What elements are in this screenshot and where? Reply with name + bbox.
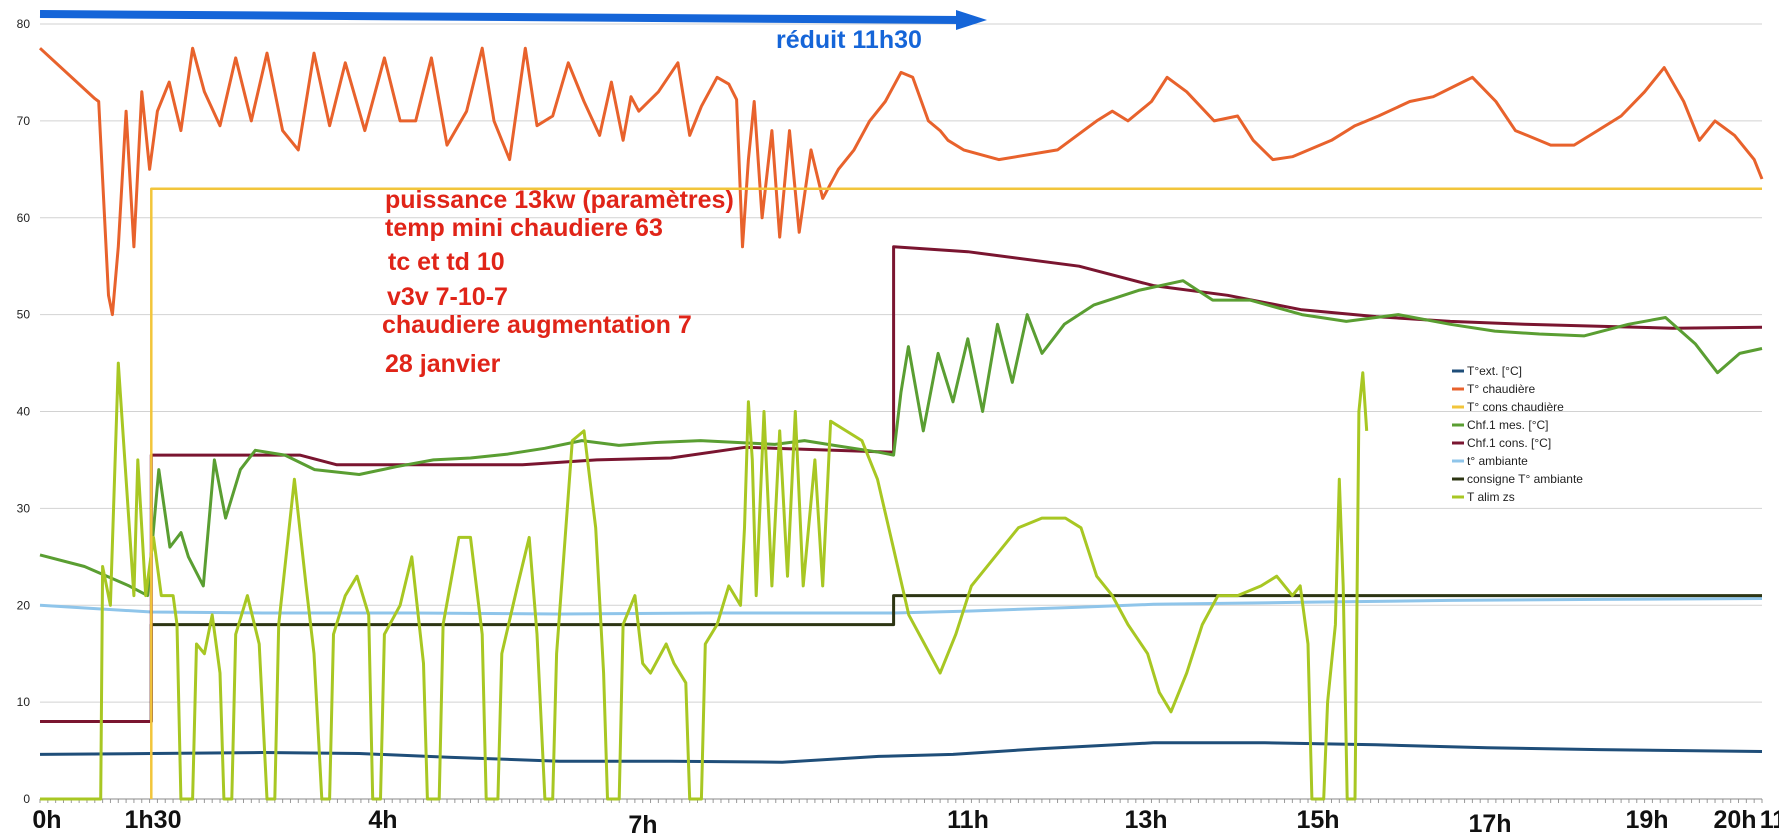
arrow-label: réduit 11h30 — [776, 26, 922, 54]
legend-label: T° chaudière — [1467, 382, 1535, 396]
legend-label: Chf.1 mes. [°C] — [1467, 418, 1549, 432]
legend-label: T°ext. [°C] — [1467, 364, 1522, 378]
reduit-arrow: réduit 11h30 — [39, 10, 987, 54]
y-tick-label: 50 — [17, 308, 31, 322]
legend-label: t° ambiante — [1467, 454, 1528, 468]
legend-label: Chf.1 cons. [°C] — [1467, 436, 1551, 450]
series-line-7 — [40, 361, 1369, 801]
legend-label: consigne T° ambiante — [1467, 472, 1583, 486]
series-line-1 — [38, 46, 1764, 317]
x-tick-label: 17h — [1468, 810, 1511, 838]
x-axis-ticks: 0h 1h30 4h 7h 11h 13h 15h 17h 19h 20h11 — [32, 806, 1779, 838]
legend-label: T alim zs — [1467, 490, 1515, 504]
annotation-line: chaudiere augmentation 7 — [382, 311, 692, 339]
series-line-5 — [39, 597, 1763, 616]
x-tick-label: 19h — [1625, 806, 1668, 834]
y-axis-ticks: 0 10 20 30 40 50 60 70 80 — [17, 17, 31, 806]
x-tick-label: 4h — [368, 806, 397, 834]
annotation-line: 28 janvier — [385, 350, 501, 378]
series-group — [38, 46, 1764, 801]
x-tick-label: 7h — [628, 811, 657, 838]
x-tick-label: 15h — [1296, 806, 1339, 834]
y-tick-label: 30 — [17, 501, 31, 515]
arrow-head — [956, 10, 987, 30]
x-tick-label: 11h — [947, 806, 989, 834]
annotation-line: puissance 13kw (paramètres) — [385, 186, 734, 214]
annotation-line: tc et td 10 — [388, 248, 505, 276]
annotation-line: v3v 7-10-7 — [387, 283, 508, 311]
x-tick-label: 1h30 — [125, 806, 182, 834]
x-tick-label: 11 — [1760, 806, 1779, 834]
series-line-4 — [40, 245, 1763, 723]
y-tick-label: 40 — [17, 405, 31, 419]
y-tick-label: 10 — [17, 695, 31, 709]
y-tick-label: 20 — [17, 598, 31, 612]
annotation-line: temp mini chaudiere 63 — [385, 214, 663, 242]
series-line-2 — [150, 187, 1762, 799]
series-line-0 — [39, 741, 1763, 764]
grid — [39, 23, 1763, 803]
annotations: puissance 13kw (paramètres) temp mini ch… — [382, 186, 734, 378]
x-tick-label: 13h — [1124, 806, 1167, 834]
legend-label: T° cons chaudière — [1467, 400, 1564, 414]
y-tick-label: 60 — [17, 211, 31, 225]
legend: T°ext. [°C] T° chaudière T° cons chaudière… — [1452, 364, 1583, 504]
x-tick-label: 20h — [1713, 806, 1756, 834]
series-line-3 — [39, 279, 1763, 598]
x-tick-label: 0h — [32, 806, 61, 834]
arrow-line — [39, 10, 961, 24]
y-tick-label: 80 — [17, 17, 31, 31]
y-tick-label: 70 — [17, 114, 31, 128]
y-tick-label: 0 — [23, 792, 30, 806]
